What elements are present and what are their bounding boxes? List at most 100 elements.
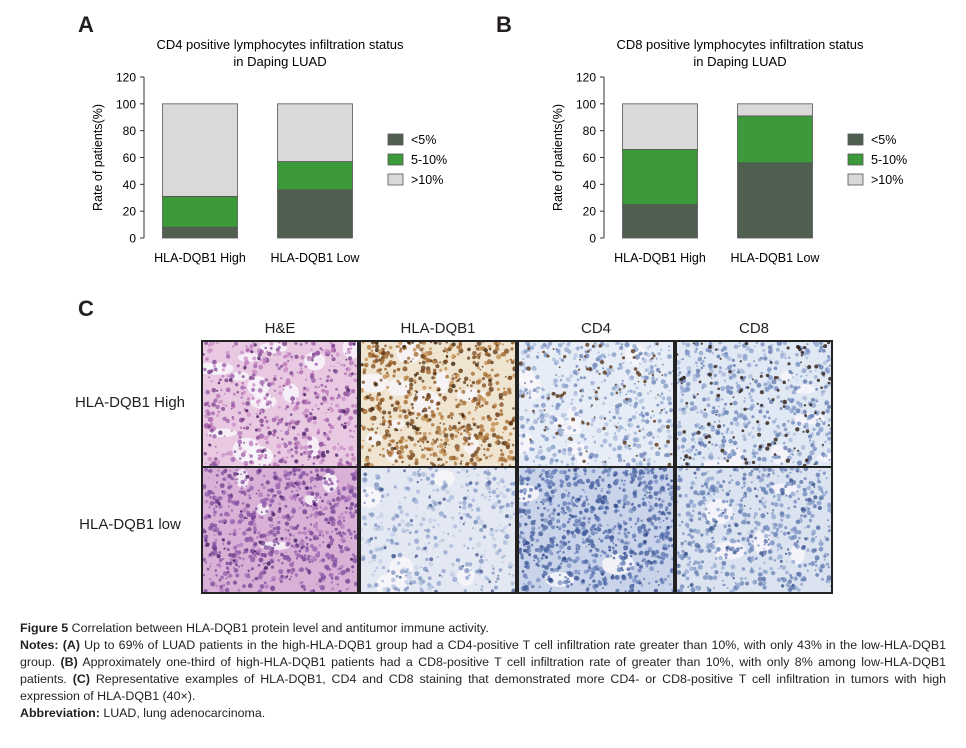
cell-nucleus xyxy=(611,352,617,358)
cell-nucleus xyxy=(351,404,355,408)
cell-nucleus xyxy=(271,489,274,491)
cell-nucleus xyxy=(231,553,237,559)
cell-nucleus xyxy=(338,545,343,549)
cell-nucleus xyxy=(575,505,578,508)
stained-cell xyxy=(245,409,249,413)
cell-nucleus xyxy=(506,359,509,363)
cell-nucleus xyxy=(396,542,400,546)
cell-nucleus xyxy=(325,566,330,571)
cell-nucleus xyxy=(289,371,294,376)
cell-nucleus xyxy=(508,449,514,455)
cell-nucleus xyxy=(530,543,534,547)
cell-nucleus xyxy=(664,443,668,448)
cell-nucleus xyxy=(797,497,800,501)
cell-nucleus xyxy=(575,556,580,561)
stained-cell xyxy=(651,357,654,360)
cell-nucleus xyxy=(728,438,734,444)
cell-nucleus xyxy=(770,459,774,463)
cell-nucleus xyxy=(363,362,369,368)
cell-nucleus xyxy=(656,535,659,538)
cell-nucleus xyxy=(462,500,467,506)
cell-nucleus xyxy=(704,507,708,511)
cell-nucleus xyxy=(519,522,522,528)
cell-nucleus xyxy=(414,565,419,570)
cell-nucleus xyxy=(513,581,515,584)
cell-nucleus xyxy=(263,435,268,441)
stained-cell xyxy=(803,404,807,407)
cell-nucleus xyxy=(715,430,720,436)
cell-nucleus xyxy=(650,470,655,475)
cell-nucleus xyxy=(203,451,207,456)
cell-nucleus xyxy=(799,480,804,484)
cell-nucleus xyxy=(500,436,503,439)
cell-nucleus xyxy=(615,588,620,592)
cell-nucleus xyxy=(385,493,390,497)
stained-cell xyxy=(738,390,742,394)
cell-nucleus xyxy=(447,387,453,394)
cell-nucleus xyxy=(301,464,305,466)
cell-nucleus xyxy=(346,421,351,426)
cell-nucleus xyxy=(611,386,616,391)
cell-nucleus xyxy=(700,462,705,466)
cell-nucleus xyxy=(559,544,565,550)
cell-nucleus xyxy=(304,427,309,433)
cell-nucleus xyxy=(270,405,273,408)
cell-nucleus xyxy=(254,507,258,511)
cell-nucleus xyxy=(431,463,437,466)
cell-nucleus xyxy=(368,448,372,452)
cell-nucleus xyxy=(809,370,812,373)
cell-nucleus xyxy=(337,416,341,421)
stained-cell xyxy=(356,397,357,399)
alveolar-space xyxy=(322,472,338,493)
cell-nucleus xyxy=(610,392,614,396)
cell-nucleus xyxy=(300,355,305,360)
cell-nucleus xyxy=(749,406,754,411)
cell-nucleus xyxy=(752,448,755,452)
cell-nucleus xyxy=(623,563,626,566)
cell-nucleus xyxy=(214,569,217,572)
stained-cell xyxy=(547,396,550,400)
cell-nucleus xyxy=(499,491,503,495)
cell-nucleus xyxy=(451,562,455,567)
cell-nucleus xyxy=(688,355,691,358)
cell-nucleus xyxy=(550,516,555,522)
cell-nucleus xyxy=(309,470,313,474)
stained-cell xyxy=(209,553,212,555)
cell-nucleus xyxy=(495,346,499,350)
cell-nucleus xyxy=(463,380,467,384)
cell-nucleus xyxy=(624,472,629,477)
cell-nucleus xyxy=(547,514,552,519)
cell-nucleus xyxy=(245,348,249,352)
cell-nucleus xyxy=(660,392,664,396)
cell-nucleus xyxy=(354,424,357,428)
stained-cell xyxy=(827,381,831,385)
cell-nucleus xyxy=(714,557,718,560)
bar-segment xyxy=(162,103,238,197)
cell-nucleus xyxy=(774,418,778,421)
cell-nucleus xyxy=(497,499,502,504)
cell-nucleus xyxy=(562,580,567,585)
cell-nucleus xyxy=(284,536,288,541)
cell-nucleus xyxy=(348,445,354,451)
cell-nucleus xyxy=(571,496,575,500)
cell-nucleus xyxy=(598,475,602,479)
cell-nucleus xyxy=(204,468,209,472)
cell-nucleus xyxy=(249,454,253,458)
cell-nucleus xyxy=(452,534,455,538)
cell-nucleus xyxy=(245,426,250,430)
cell-nucleus xyxy=(589,452,595,458)
cell-nucleus xyxy=(271,417,277,423)
cell-nucleus xyxy=(226,574,231,579)
chart-cd8: CD8 positive lymphocytes infiltration st… xyxy=(551,37,907,265)
cell-nucleus xyxy=(638,460,643,464)
cell-nucleus xyxy=(203,367,207,372)
cell-nucleus xyxy=(541,395,545,399)
cell-nucleus xyxy=(789,573,792,577)
cell-nucleus xyxy=(425,357,430,362)
cell-nucleus xyxy=(229,373,235,379)
cell-nucleus xyxy=(269,342,274,346)
cell-nucleus xyxy=(264,584,269,589)
cell-nucleus xyxy=(713,493,715,496)
cell-nucleus xyxy=(249,485,254,491)
stained-cell xyxy=(402,344,406,349)
